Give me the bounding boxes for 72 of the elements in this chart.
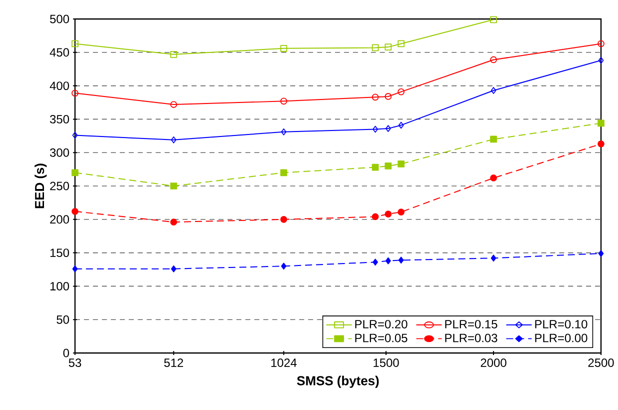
point bbox=[490, 56, 497, 64]
point bbox=[384, 162, 392, 170]
legend-label: PLR=0.15 bbox=[445, 320, 498, 328]
point bbox=[281, 128, 286, 136]
point bbox=[372, 44, 379, 52]
point bbox=[398, 122, 404, 129]
point bbox=[384, 210, 392, 218]
point bbox=[598, 140, 604, 148]
point bbox=[280, 216, 288, 223]
y-tick-label: 500 bbox=[50, 14, 70, 24]
y-tick-label: 0 bbox=[63, 348, 70, 358]
point bbox=[386, 257, 391, 264]
x-tick-label: 2500 bbox=[588, 358, 614, 367]
y-tick-label: 300 bbox=[50, 148, 70, 157]
point bbox=[386, 125, 391, 132]
point bbox=[372, 94, 379, 101]
y-tick-label: 150 bbox=[50, 248, 70, 258]
y-tick-label: 450 bbox=[50, 48, 70, 57]
point bbox=[490, 254, 496, 262]
point bbox=[280, 98, 288, 105]
point bbox=[384, 44, 392, 50]
legend-label: PLR=0.20 bbox=[355, 320, 408, 328]
legend-label: PLR=0.03 bbox=[445, 334, 498, 342]
point bbox=[72, 132, 78, 139]
point bbox=[72, 169, 78, 176]
point bbox=[280, 44, 288, 52]
point bbox=[170, 182, 178, 190]
point bbox=[598, 250, 604, 257]
point bbox=[598, 56, 604, 64]
x-tick-label: 512 bbox=[164, 358, 184, 367]
point bbox=[72, 90, 78, 97]
y-tick-label: 400 bbox=[50, 82, 70, 90]
point bbox=[598, 120, 604, 127]
y-tick-label: 350 bbox=[50, 114, 70, 124]
y-tick-label: 250 bbox=[50, 182, 70, 190]
point bbox=[372, 213, 379, 220]
point bbox=[72, 40, 78, 48]
point bbox=[170, 50, 178, 58]
point bbox=[598, 40, 604, 48]
point bbox=[384, 93, 392, 100]
point bbox=[281, 262, 286, 270]
y-tick-label: 100 bbox=[50, 282, 70, 290]
point bbox=[490, 136, 497, 143]
point bbox=[170, 218, 178, 226]
legend-label: PLR=0.10 bbox=[535, 320, 588, 328]
x-tick-label: 2000 bbox=[480, 358, 506, 367]
point bbox=[170, 136, 176, 144]
point bbox=[398, 40, 405, 48]
x-tick-label: 1500 bbox=[374, 358, 399, 367]
y-axis-title: EED (s) bbox=[34, 164, 47, 208]
point bbox=[372, 164, 379, 171]
point bbox=[398, 160, 405, 168]
point bbox=[490, 16, 497, 24]
legend-label: PLR=0.00 bbox=[535, 334, 588, 342]
point bbox=[170, 101, 178, 108]
point bbox=[72, 208, 78, 215]
point bbox=[398, 88, 405, 96]
point bbox=[490, 174, 497, 182]
point bbox=[490, 87, 496, 94]
y-tick-label: 50 bbox=[56, 315, 70, 324]
point bbox=[170, 265, 176, 272]
point bbox=[280, 169, 288, 176]
y-tick-label: 200 bbox=[50, 215, 70, 224]
legend-label: PLR=0.05 bbox=[355, 334, 408, 342]
point bbox=[72, 265, 78, 272]
point bbox=[398, 208, 405, 216]
x-tick-label: 1024 bbox=[271, 358, 297, 367]
point bbox=[372, 258, 378, 266]
x-axis-title: SMSS (bytes) bbox=[296, 376, 379, 388]
x-tick-label: 53 bbox=[68, 358, 82, 367]
point bbox=[398, 256, 404, 264]
point bbox=[372, 126, 378, 133]
